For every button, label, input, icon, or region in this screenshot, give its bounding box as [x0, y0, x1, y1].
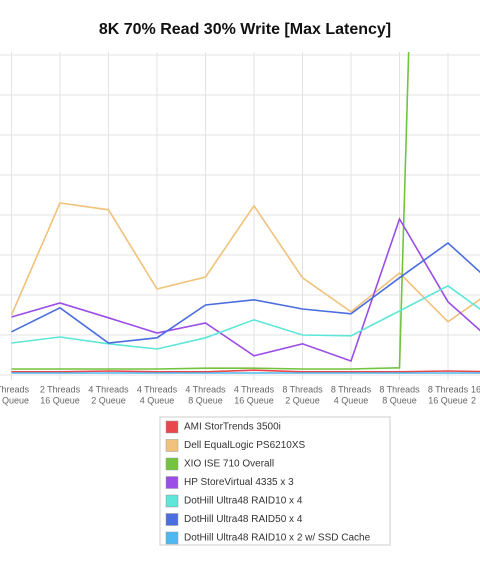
- legend-label: DotHill Ultra48 RAID10 x 2 w/ SSD Cache: [184, 533, 371, 544]
- x-tick-label: 8 Threads: [282, 384, 323, 394]
- x-tick-label: 16 Queue: [40, 395, 80, 405]
- x-tick-label: 8 Threads: [428, 384, 469, 394]
- x-tick-label: 2 Queue: [285, 395, 320, 405]
- legend-label: DotHill Ultra48 RAID10 x 4: [184, 496, 303, 507]
- x-tick-label: 4 Threads: [185, 384, 226, 394]
- legend-swatch: [165, 476, 179, 489]
- x-tick-label: Queue: [2, 395, 29, 405]
- x-tick-label: 4 Queue: [334, 395, 369, 405]
- legend-swatch: [165, 420, 179, 434]
- x-tick-label: 2 Queue: [91, 395, 126, 405]
- x-tick-label: Threads: [0, 384, 29, 394]
- legend-label: Dell EqualLogic PS6210XS: [184, 440, 306, 451]
- legend-swatch: [165, 494, 179, 508]
- legend-swatch: [165, 513, 179, 526]
- x-tick-label: 8 Queue: [188, 395, 223, 405]
- x-tick-label: 4 Threads: [137, 384, 178, 394]
- x-tick-label: 16 Queue: [428, 395, 468, 405]
- x-tick-label: 2 Threads: [40, 384, 81, 394]
- legend-swatch: [165, 531, 179, 545]
- series-line: [11, 241, 480, 344]
- x-tick-label: 8 Threads: [331, 384, 372, 394]
- legend-swatch: [165, 439, 179, 452]
- legend-label: HP StoreVirtual 4335 x 3: [184, 477, 294, 488]
- grid: [0, 52, 480, 380]
- x-tick-label: 8 Threads: [379, 384, 420, 394]
- chart-title: 8K 70% Read 30% Write [Max Latency]: [99, 21, 391, 38]
- series-line: [11, 52, 410, 370]
- legend-label: XIO ISE 710 Overall: [184, 459, 274, 470]
- plot-area: [10, 52, 480, 374]
- legend-label: DotHill Ultra48 RAID50 x 4: [184, 514, 303, 525]
- x-tick-label: 16: [471, 384, 480, 394]
- x-tick-label: 2: [471, 395, 476, 405]
- x-tick-label: 8 Queue: [382, 395, 417, 405]
- legend: AMI StorTrends 3500i Dell EqualLogic PS62…: [165, 420, 371, 545]
- x-tick-label: 4 Threads: [234, 384, 275, 394]
- x-tick-label: 4 Queue: [140, 395, 175, 405]
- series-line: [10, 202, 480, 323]
- legend-swatch: [165, 457, 179, 471]
- series-line: [11, 217, 480, 363]
- x-tick-label: 16 Queue: [234, 395, 274, 405]
- series-line: [11, 369, 480, 373]
- legend-box: [159, 416, 391, 546]
- legend-label: AMI StorTrends 3500i: [184, 422, 281, 433]
- x-tick-label: 4 Threads: [88, 384, 129, 394]
- series-line: [11, 284, 480, 350]
